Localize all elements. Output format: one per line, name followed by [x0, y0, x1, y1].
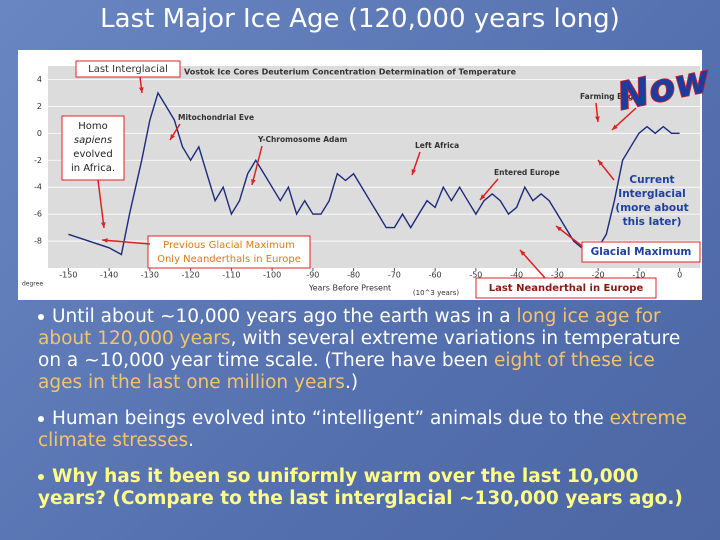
annotation-text: Previous Glacial Maximum — [163, 240, 295, 251]
annotation-arrowhead — [251, 179, 256, 185]
annotation-arrowhead — [598, 160, 604, 166]
x-tick-label: -140 — [100, 271, 118, 280]
annotation-text: Last Interglacial — [88, 64, 168, 75]
y-tick-label: -4 — [34, 183, 42, 192]
x-axis-unit: (10^3 years) — [413, 289, 459, 297]
x-tick-label: -110 — [222, 271, 240, 280]
annotation-box — [61, 115, 125, 181]
annotation-text: Only Neanderthals in Europe — [157, 254, 301, 265]
x-tick-label: -60 — [429, 271, 442, 280]
annotation-text: Farming Began — [580, 92, 644, 101]
annotation-text: evolved — [73, 149, 112, 160]
bullet-text: . — [188, 430, 194, 451]
bullet-text: eight of these ice ages in the last one … — [38, 350, 655, 393]
annotation-text: Last Neanderthal in Europe — [489, 283, 644, 294]
annotation-box — [75, 60, 181, 78]
bullet-text: .) — [344, 372, 359, 393]
annotation-text: Interglacial — [618, 188, 685, 200]
x-tick-label: -150 — [59, 271, 77, 280]
bullet-text: Why has it been so uniformly warm over t… — [38, 466, 683, 509]
y-tick-label: 4 — [37, 75, 42, 84]
annotation-arrowhead — [102, 238, 108, 243]
x-tick-label: -80 — [347, 271, 360, 280]
x-tick-label: -50 — [469, 271, 482, 280]
annotation-arrowhead — [170, 134, 175, 140]
annotation-arrowhead — [595, 116, 600, 122]
x-tick-label: -120 — [182, 271, 200, 280]
y-tick-label: 0 — [37, 129, 42, 138]
annotation-arrowhead — [520, 250, 526, 256]
annotation-text: Homo — [78, 121, 108, 132]
annotation-text: this later) — [623, 216, 682, 228]
annotation-box — [581, 241, 701, 263]
annotation-arrow — [251, 145, 263, 186]
annotation-arrowhead — [556, 226, 562, 232]
x-tick-label: -130 — [141, 271, 159, 280]
annotation-arrowhead — [138, 87, 144, 93]
annotation-arrowhead — [480, 194, 486, 200]
y-tick-label: -2 — [34, 156, 42, 165]
chart: Vostok Ice Cores Deuterium Concentration… — [22, 55, 716, 299]
annotation-text: Left Africa — [415, 141, 459, 150]
x-tick-label: 0 — [677, 271, 682, 280]
bullet: Human beings evolved into “intelligent” … — [34, 408, 694, 452]
x-tick-label: -30 — [551, 271, 564, 280]
annotation-box — [475, 277, 657, 299]
bullet-list: Until about ~10,000 years ago the earth … — [34, 306, 694, 524]
annotation-text: Glacial Maximum — [591, 246, 692, 258]
x-tick-label: -90 — [306, 271, 319, 280]
annotation-text: Current — [629, 174, 674, 186]
bullet-text: Until about ~10,000 years ago the earth … — [52, 306, 517, 327]
bullet-text: long ice age for about 120,000 years — [38, 306, 661, 349]
annotation-arrowhead — [100, 222, 106, 228]
y-axis-unit: degree — [22, 281, 43, 288]
annotation-text: Y-Chromosome Adam — [257, 135, 347, 144]
annotation-text: in Africa. — [71, 163, 115, 174]
x-axis-label: Years Before Present — [308, 284, 391, 293]
bullet-dot — [38, 474, 44, 480]
annotation-text: sapiens — [74, 135, 112, 146]
annotation-arrowhead — [411, 169, 417, 175]
x-tick-label: -100 — [263, 271, 281, 280]
annotation-text: Mitochondrial Eve — [178, 113, 254, 122]
annotation-arrow — [519, 249, 546, 279]
chart-title: Vostok Ice Cores Deuterium Concentration… — [184, 68, 517, 77]
bullet-text: extreme climate stresses — [38, 408, 687, 451]
bullet-text: Human beings evolved into “intelligent” … — [52, 408, 610, 429]
slide-title: Last Major Ice Age (120,000 years long) — [100, 4, 620, 34]
bullet: Why has it been so uniformly warm over t… — [34, 466, 694, 510]
bullet-text: , with several extreme variations in tem… — [38, 328, 681, 371]
annotation-text: Entered Europe — [494, 168, 560, 177]
annotation-box — [147, 235, 311, 269]
x-tick-label: -40 — [510, 271, 523, 280]
bullet-dot — [38, 416, 44, 422]
x-tick-label: -70 — [388, 271, 401, 280]
annotation-arrow — [97, 179, 105, 229]
x-tick-label: -10 — [632, 271, 645, 280]
y-tick-label: -6 — [34, 210, 42, 219]
annotation-arrow — [101, 239, 151, 245]
y-tick-label: -8 — [34, 237, 42, 246]
annotation-arrowhead — [612, 124, 618, 130]
bullet-dot — [38, 314, 44, 320]
y-tick-label: 2 — [37, 102, 42, 111]
annotation-text: (more about — [615, 202, 688, 214]
bullet: Until about ~10,000 years ago the earth … — [34, 306, 694, 394]
x-tick-label: -20 — [592, 271, 605, 280]
